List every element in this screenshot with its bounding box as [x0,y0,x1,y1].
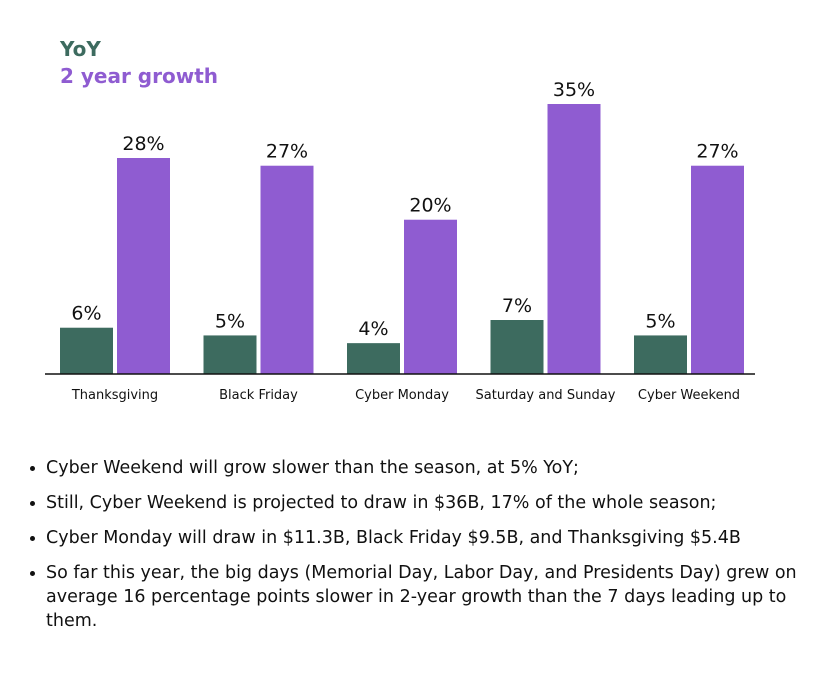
data-label-2-year-growth-cyber-weekend: 27% [696,141,738,163]
x-tick-label-thanksgiving: Thanksgiving [71,388,158,403]
data-label-yoy-saturday-and-sunday: 7% [502,295,532,317]
takeaway-item-1: Cyber Weekend will grow slower than the … [46,456,818,480]
bar-2-year-growth-cyber-weekend [691,165,744,374]
bar-2-year-growth-black-friday [260,165,314,374]
x-tick-label-cyber-weekend: Cyber Weekend [638,388,740,403]
legend-item-2-year-growth: 2 year growth [60,64,218,88]
bar-yoy-thanksgiving [60,327,113,374]
x-tick-label-saturday-and-sunday: Saturday and Sunday [476,388,616,403]
bar-yoy-saturday-and-sunday [490,320,544,374]
bar-2-year-growth-cyber-monday [404,219,457,374]
x-tick-label-cyber-monday: Cyber Monday [355,388,449,403]
takeaway-item-4: So far this year, the big days (Memorial… [46,561,818,633]
data-label-yoy-black-friday: 5% [215,310,245,332]
legend-item-yoy: YoY [60,37,101,61]
data-label-yoy-thanksgiving: 6% [71,303,101,325]
takeaway-item-3: Cyber Monday will draw in $11.3B, Black … [46,526,818,550]
takeaways-list: Cyber Weekend will grow slower than the … [22,456,818,644]
takeaway-item-2: Still, Cyber Weekend is projected to dra… [46,491,818,515]
bar-2-year-growth-thanksgiving [117,158,170,374]
bar-yoy-cyber-weekend [634,335,687,374]
data-label-2-year-growth-thanksgiving: 28% [122,133,164,155]
chart-legend: YoY 2 year growth [60,36,218,90]
data-label-2-year-growth-cyber-monday: 20% [409,195,451,217]
data-label-yoy-cyber-weekend: 5% [645,310,675,332]
bar-chart: 6% 28% 5% 27% 4% 20% 7% 35% 5% 27% Thanksgiving Bl… [45,79,755,403]
bar-2-year-growth-saturday-and-sunday [547,104,601,374]
x-tick-labels: Thanksgiving Black Friday Cyber Monday Satu… [71,388,740,403]
data-label-2-year-growth-black-friday: 27% [266,141,308,163]
bar-yoy-black-friday [203,335,257,374]
bar-yoy-cyber-monday [347,343,400,374]
bars-group: 6% 28% 5% 27% 4% 20% 7% 35% 5% 27% [60,79,744,374]
data-label-2-year-growth-saturday-and-sunday: 35% [553,79,595,101]
x-tick-label-black-friday: Black Friday [219,388,298,403]
data-label-yoy-cyber-monday: 4% [358,318,388,340]
